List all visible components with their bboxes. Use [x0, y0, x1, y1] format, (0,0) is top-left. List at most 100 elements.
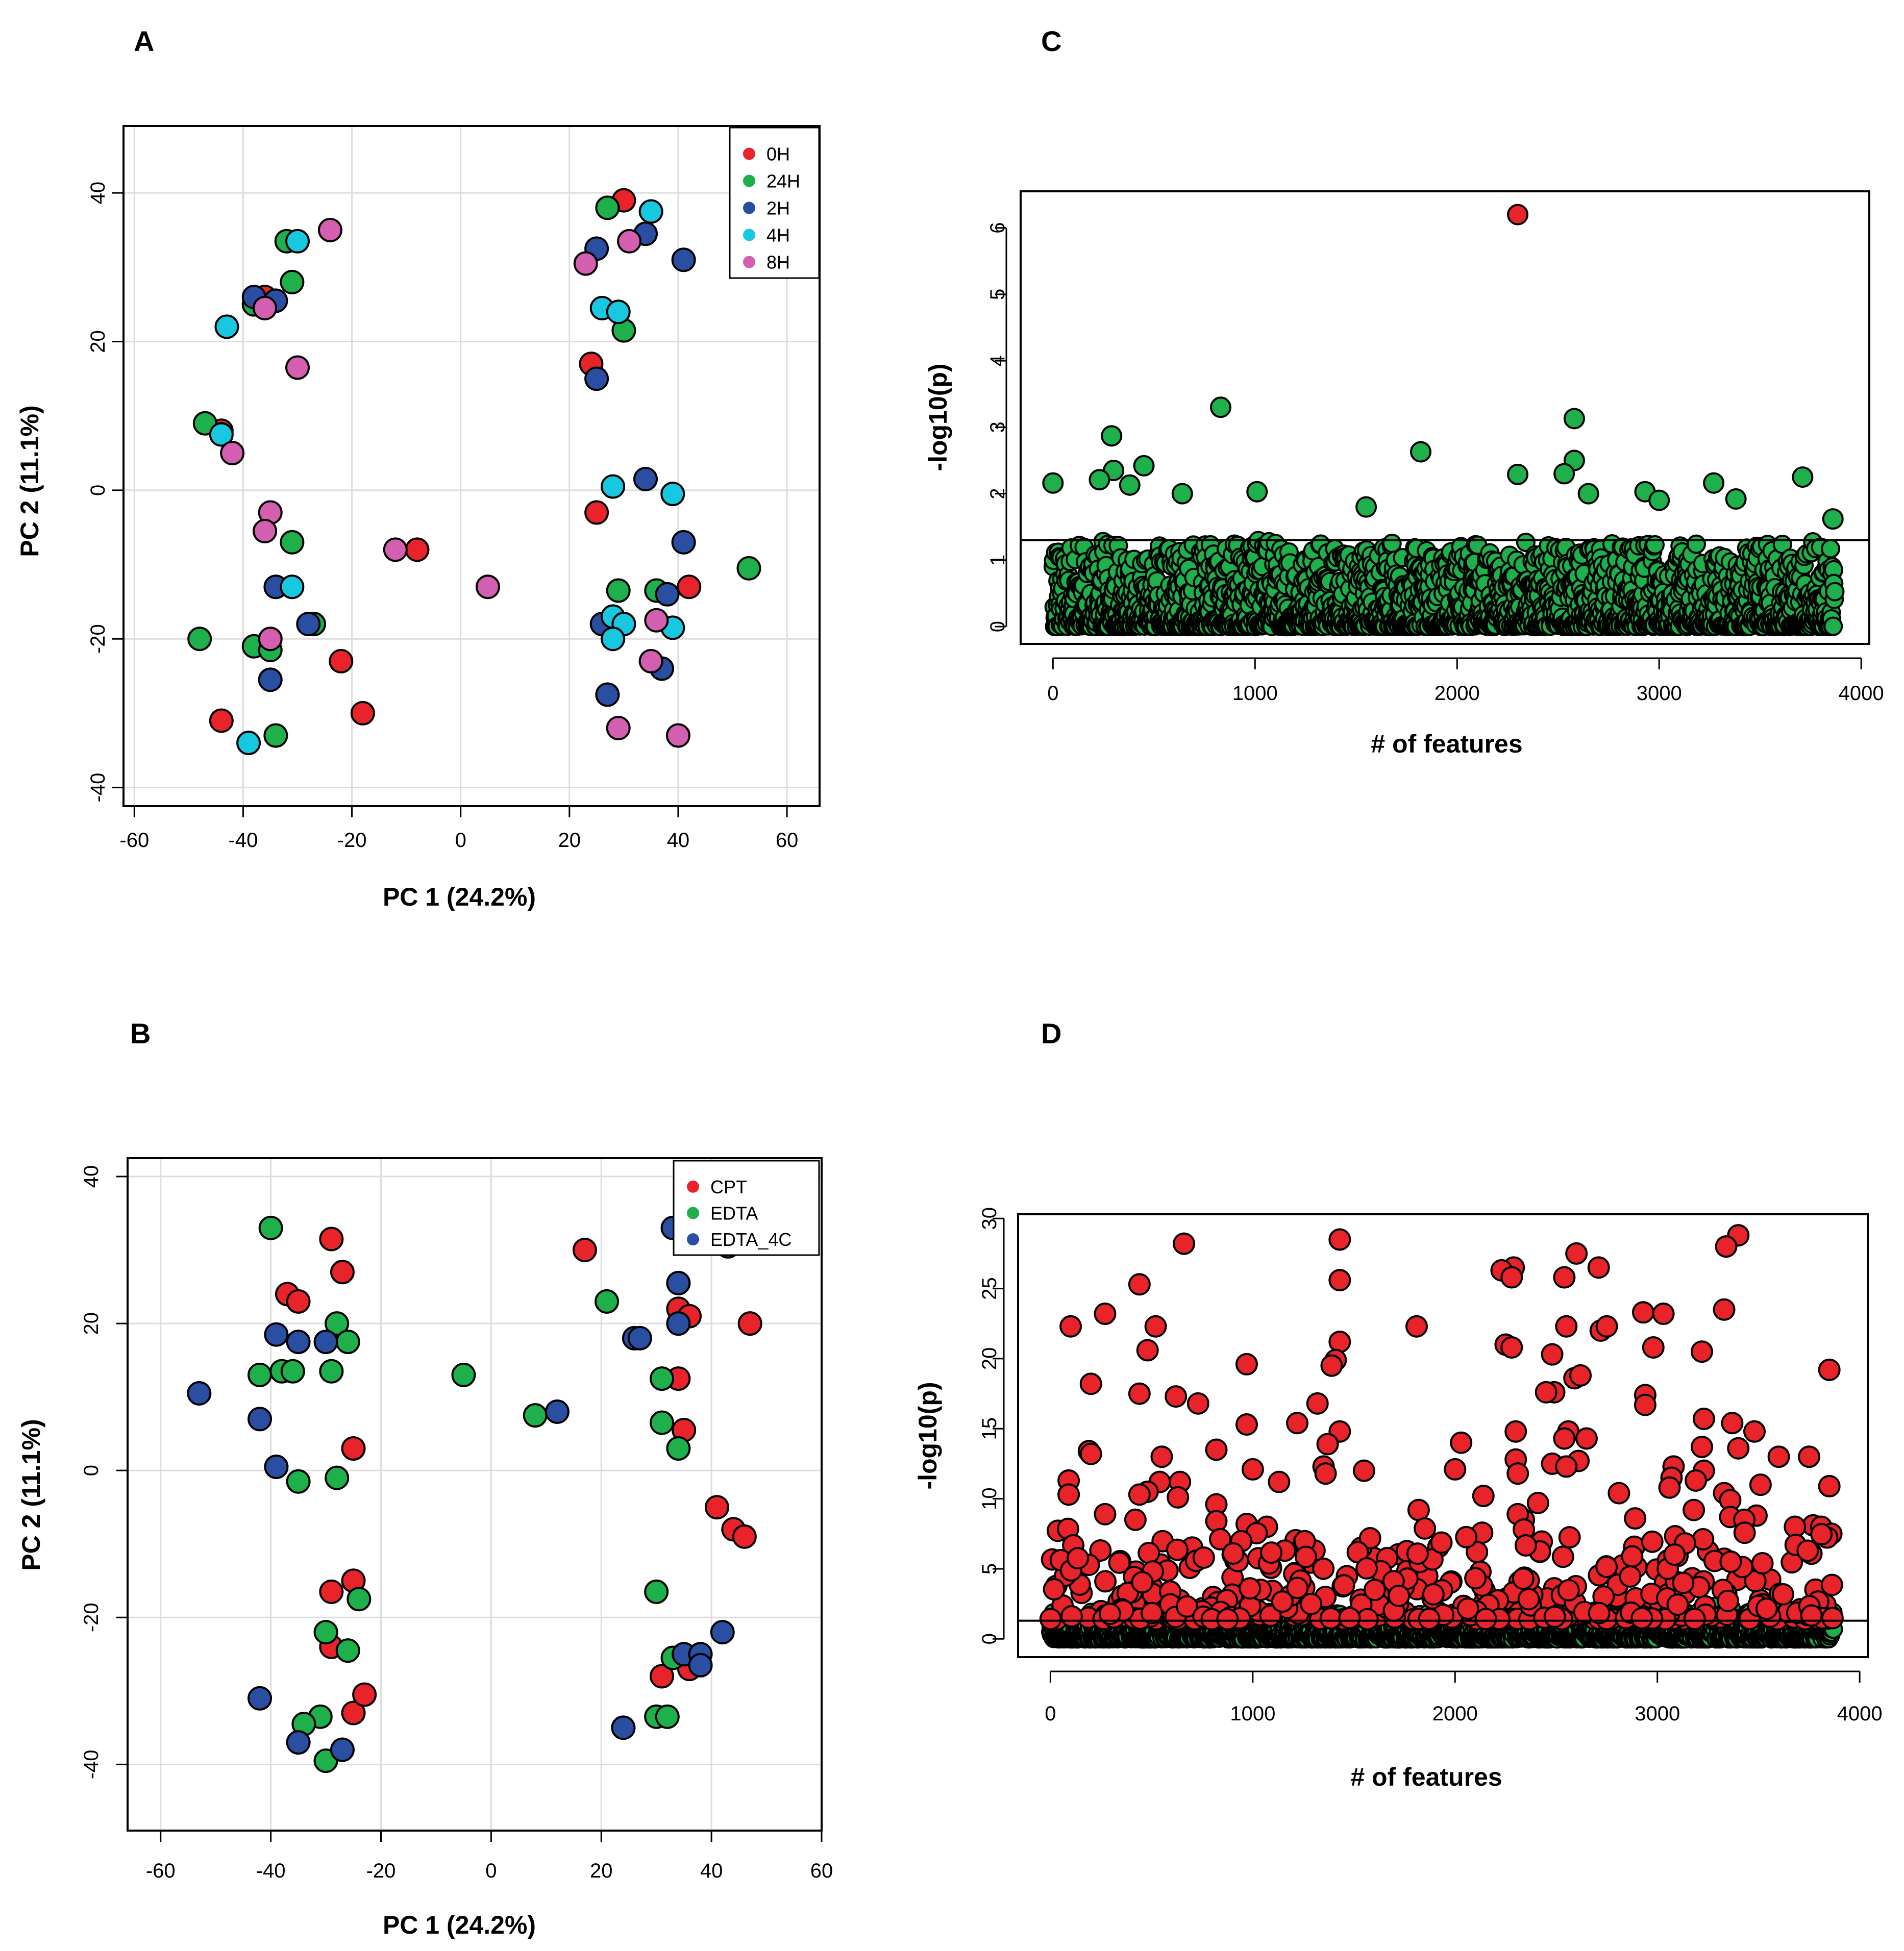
significant-feature-point: [1166, 1538, 1189, 1561]
x-tick-label: -60: [119, 829, 149, 852]
legend-marker-edta: [687, 1207, 699, 1219]
significant-feature-point: [1235, 1413, 1258, 1436]
point-edta-4c: [627, 1325, 652, 1350]
significant-feature-point: [1057, 1483, 1080, 1506]
significant-feature-point: [1300, 1592, 1323, 1615]
point-8h: [617, 229, 642, 254]
gridlines: [123, 126, 820, 806]
legend-label: 0H: [766, 144, 790, 165]
point-0h: [329, 648, 354, 673]
significant-feature-point: [1456, 1597, 1479, 1620]
significant-feature-point: [1685, 1469, 1708, 1492]
significant-feature-point: [1167, 1486, 1190, 1509]
feature-point: [1645, 535, 1665, 555]
point-cpt: [704, 1495, 729, 1520]
significant-feature-point: [1444, 1458, 1467, 1481]
significant-feature-point: [1414, 1517, 1437, 1540]
point-24h: [736, 556, 761, 581]
significant-feature-point: [1173, 1232, 1196, 1255]
x-axis: -60 -40 -20 0 20 40 60: [119, 806, 798, 852]
point-0h: [677, 574, 702, 599]
point-8h: [253, 295, 278, 320]
significant-feature-point: [1595, 1315, 1618, 1338]
feature-point: [1825, 582, 1845, 602]
x-axis-title: PC 1 (24.2%): [383, 1911, 536, 1939]
point-8h: [317, 217, 342, 242]
significant-feature-point: [1715, 1235, 1738, 1258]
significant-feature-point: [1703, 472, 1725, 494]
significant-feature-point: [1405, 1315, 1428, 1338]
x-tick-label: -40: [256, 1860, 286, 1882]
significant-feature-point: [1558, 1526, 1581, 1549]
point-24h: [280, 269, 305, 294]
significant-feature-point: [1690, 1340, 1713, 1363]
significant-feature-point: [1186, 1392, 1209, 1415]
significant-feature-point: [1692, 1408, 1715, 1431]
panel-label: C: [1041, 25, 1061, 57]
significant-feature-point: [1624, 1507, 1647, 1530]
x-tick-label: 3000: [1635, 1703, 1680, 1725]
significant-feature-point: [1565, 1242, 1588, 1265]
point-edta-4c: [710, 1620, 735, 1645]
significant-feature-point: [1553, 463, 1575, 485]
point-24h: [595, 195, 620, 220]
point-4h: [601, 627, 626, 652]
x-axis-title: # of features: [1350, 1763, 1502, 1791]
significant-feature-point: [1767, 1445, 1790, 1468]
x-tick-label: 4000: [1837, 1703, 1883, 1725]
panel-label: A: [134, 25, 154, 57]
plot-frame: [122, 125, 821, 807]
x-tick-label: -20: [366, 1860, 396, 1882]
top-feature-point: [1507, 204, 1529, 226]
plot-frame: [127, 1157, 823, 1832]
significant-feature-point: [1175, 1595, 1198, 1618]
point-24h: [263, 723, 288, 748]
significant-feature-point: [1743, 1420, 1766, 1443]
point-2h: [633, 466, 658, 491]
data-points: [1042, 204, 1845, 637]
point-4h: [285, 229, 310, 254]
significant-feature-point: [1171, 483, 1193, 505]
point-8h: [220, 441, 245, 466]
point-edta-4c: [187, 1381, 212, 1406]
legend-label: 2H: [766, 198, 790, 219]
x-tick-label: 40: [700, 1860, 723, 1882]
significant-feature-point: [1464, 1567, 1487, 1590]
significant-feature-point: [1355, 496, 1377, 518]
point-4h: [280, 574, 305, 599]
point-cpt: [330, 1260, 355, 1285]
point-2h: [671, 247, 696, 272]
feature-point: [1823, 616, 1843, 636]
point-edta: [248, 1362, 273, 1387]
plot-frame: [1017, 1213, 1869, 1658]
point-24h: [606, 578, 631, 603]
significant-feature-point: [1136, 1339, 1159, 1362]
significant-feature-point: [1094, 1303, 1117, 1325]
significant-feature-point: [1648, 489, 1670, 511]
y-axis-title: -log10(p): [924, 363, 952, 471]
legend-marker-edta-4c: [687, 1233, 699, 1246]
x-axis-title: # of features: [1371, 730, 1522, 758]
significant-feature-point: [1517, 1588, 1540, 1611]
point-0h: [350, 701, 375, 726]
significant-feature-point: [1595, 1556, 1618, 1579]
significant-feature-point: [1332, 1574, 1355, 1597]
point-24h: [280, 530, 305, 555]
significant-feature-point: [1314, 1462, 1337, 1485]
significant-feature-point: [1555, 1315, 1578, 1338]
significant-feature-point: [1363, 1579, 1386, 1602]
point-4h: [214, 314, 239, 339]
significant-feature-point: [1727, 1437, 1750, 1460]
significant-feature-point: [1504, 1420, 1527, 1443]
gridlines: [128, 1158, 823, 1831]
significant-feature-point: [1721, 1412, 1744, 1435]
point-4h: [638, 199, 663, 224]
significant-feature-point: [1165, 1385, 1188, 1408]
legend-marker-cpt: [687, 1180, 699, 1193]
plot-frame: [1020, 190, 1870, 645]
point-cpt: [732, 1524, 757, 1549]
